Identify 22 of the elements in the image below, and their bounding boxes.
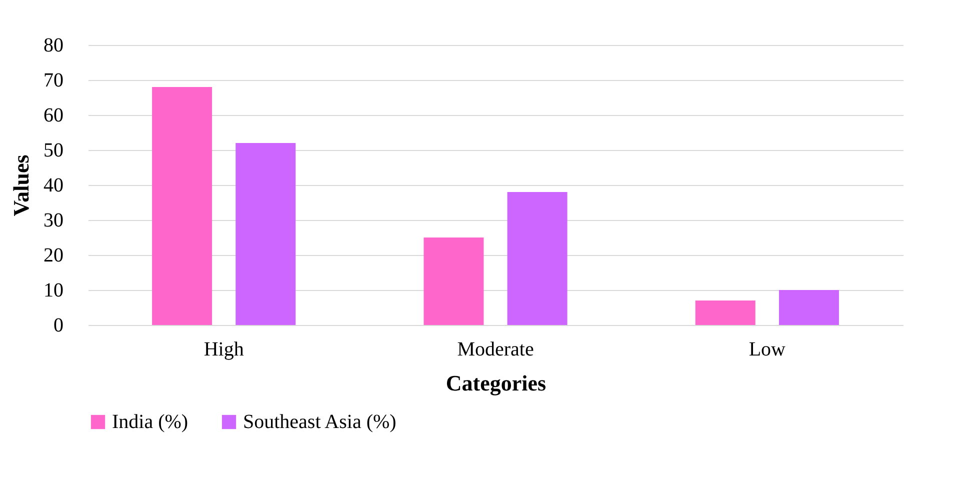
y-tick-label: 30	[44, 210, 64, 232]
legend-label: India (%)	[112, 411, 188, 433]
bar	[695, 300, 756, 325]
y-tick-label: 0	[54, 314, 64, 336]
x-tick-label: High	[204, 338, 244, 360]
x-axis-title: Categories	[446, 370, 547, 396]
x-tick-label: Low	[748, 338, 786, 360]
y-axis-title: Values	[8, 154, 34, 216]
y-tick-label: 50	[44, 140, 64, 162]
legend-label: Southeast Asia (%)	[243, 411, 396, 433]
y-tick-label: 10	[44, 280, 64, 302]
bar	[424, 238, 484, 325]
y-tick-label: 20	[44, 244, 64, 266]
bar	[236, 143, 296, 325]
y-tick-label: 40	[44, 174, 64, 196]
bar	[152, 87, 212, 325]
bar	[778, 290, 839, 325]
y-tick-label: 70	[44, 70, 64, 92]
y-tick-label: 80	[44, 34, 64, 56]
bar	[507, 192, 568, 325]
x-tick-label: Moderate	[457, 338, 534, 360]
y-tick-label: 60	[44, 104, 64, 126]
